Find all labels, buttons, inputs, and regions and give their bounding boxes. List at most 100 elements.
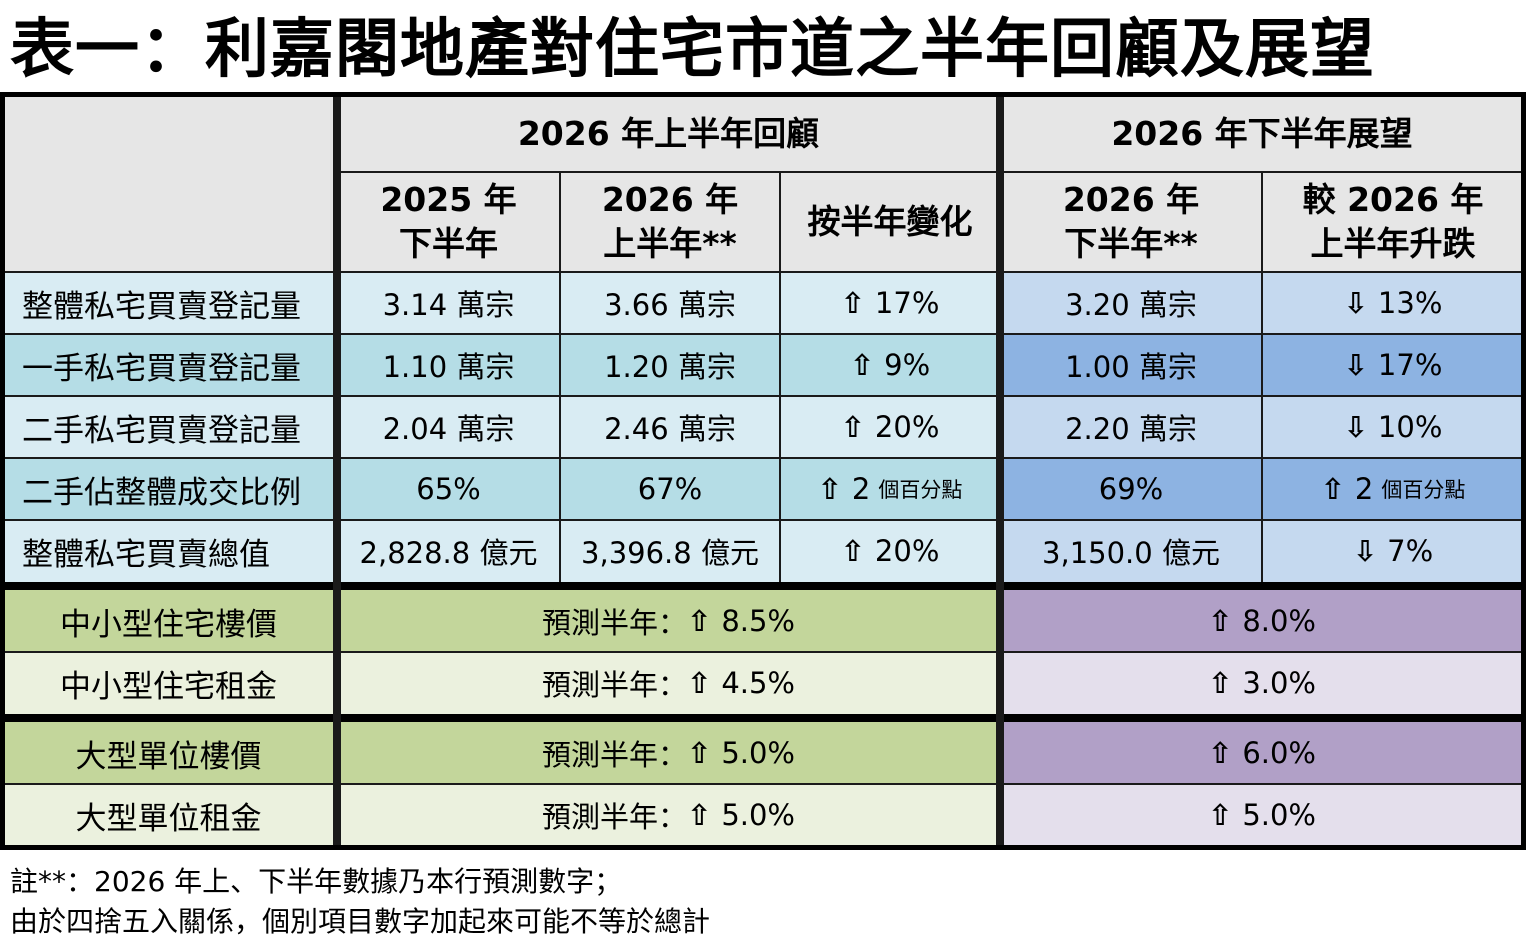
cell-change: ⇧ 2 個百分點 (780, 458, 1000, 520)
forecast-half-year: 預測半年： ⇧ 5.0% (337, 722, 1000, 784)
column-header-h1-2026: 2026 年上半年** (560, 172, 780, 272)
cell-h2-2026-text: 1.00 萬宗 (1065, 350, 1197, 384)
cell-vs-unit: 個百分點 (1381, 478, 1466, 502)
forecast-row-background-left (0, 652, 1000, 714)
forecast-prefix: 預測半年： (541, 738, 687, 772)
header-background (0, 96, 1526, 272)
cell-h1-2026-text: 67% (637, 472, 703, 506)
row-background-left (0, 520, 1000, 582)
column-header-h2-2025-line2: 下半年 (399, 224, 498, 263)
cell-h2-2026: 1.00 萬宗 (1000, 334, 1262, 396)
cell-vs-h1: ⇩ 10% (1262, 396, 1524, 458)
column-header-h2-2026-line2: 下半年** (1064, 224, 1198, 263)
down-arrow-icon: ⇩ (1352, 534, 1378, 568)
cell-h1-2026-text: 3.66 萬宗 (604, 288, 736, 322)
up-arrow-icon: ⇧ (817, 472, 842, 506)
cell-h2-2025: 1.10 萬宗 (337, 334, 560, 396)
forecast-row-background-left (0, 590, 1000, 652)
cell-h1-2026-text: 2.46 萬宗 (604, 412, 736, 446)
cell-change: ⇧ 20% (780, 520, 1000, 582)
forecast-row-label-text: 大型單位樓價 (75, 738, 262, 775)
row-label-text: 一手私宅買賣登記量 (22, 350, 301, 387)
cell-h2-2025-text: 3.14 萬宗 (382, 288, 515, 322)
outlook-value: 3.0% (1242, 666, 1316, 700)
cell-h2-2026: 69% (1000, 458, 1262, 520)
grid-line-vertical (779, 172, 781, 582)
column-header-h2-2026: 2026 年下半年** (1000, 172, 1262, 272)
cell-vs-value: 17% (1377, 348, 1443, 382)
grid-line-horizontal (0, 651, 1526, 653)
page-title: 表一：利嘉閣地產對住宅市道之半年回顧及展望 (10, 13, 1375, 87)
row-background-right (1000, 458, 1526, 520)
forecast-half-year: 預測半年： ⇧ 5.0% (337, 784, 1000, 846)
row-background-right (1000, 272, 1526, 334)
grid-line-horizontal (0, 519, 1526, 521)
cell-h1-2026: 3.66 萬宗 (560, 272, 780, 334)
grid-line-vertical (333, 96, 341, 846)
up-arrow-icon: ⇧ (1208, 666, 1233, 700)
down-arrow-icon: ⇩ (1343, 286, 1368, 320)
row-label-text: 二手私宅買賣登記量 (22, 412, 301, 449)
outlook-value: 8.0% (1242, 604, 1316, 638)
forecast-half-year: 預測半年： ⇧ 4.5% (337, 652, 1000, 714)
forecast-row-label: 中小型住宅租金 (0, 652, 337, 714)
forecast-row-background-right (1000, 722, 1526, 784)
row-background-left (0, 272, 1000, 334)
cell-h2-2025-text: 65% (416, 472, 481, 506)
grid-line-horizontal (0, 333, 1526, 335)
cell-vs-h1: ⇩ 7% (1262, 520, 1524, 582)
row-label-text: 整體私宅買賣登記量 (22, 288, 301, 325)
cell-h2-2025-text: 2,828.8 億元 (359, 536, 538, 570)
forecast-value: 8.5% (721, 604, 795, 638)
forecast-row-background-left (0, 784, 1000, 846)
column-header-vs-h1-line1: 較 2026 年 (1302, 180, 1484, 219)
column-header-h1-2026-line2: 上半年** (603, 224, 737, 263)
grid-line-horizontal (0, 783, 1526, 785)
row-background-right (1000, 520, 1526, 582)
forecast-value: 4.5% (721, 666, 795, 700)
group-header-outlook: 2026 年下半年展望 (1000, 96, 1524, 172)
row-label: 整體私宅買賣總值 (0, 520, 337, 582)
cell-change-value: 2 (851, 472, 871, 506)
cell-h2-2026: 2.20 萬宗 (1000, 396, 1262, 458)
forecast-row-background-right (1000, 784, 1526, 846)
cell-change-value: 9% (884, 348, 931, 382)
cell-vs-value: 10% (1377, 410, 1443, 444)
forecast-row-label: 大型單位租金 (0, 784, 337, 846)
row-background-left (0, 396, 1000, 458)
column-header-h2-2026-line1: 2026 年 (1062, 180, 1200, 219)
cell-h1-2026: 1.20 萬宗 (560, 334, 780, 396)
column-header-vs-h1-wrap: 較 2026 年上半年升跌 (1303, 178, 1484, 266)
cell-change-value: 17% (874, 286, 940, 320)
outlook-half-year: ⇧ 6.0% (1000, 722, 1524, 784)
cell-h2-2026: 3.20 萬宗 (1000, 272, 1262, 334)
cell-vs-h1: ⇩ 13% (1262, 272, 1524, 334)
outlook-half-year: ⇧ 3.0% (1000, 652, 1524, 714)
forecast-row-label-text: 中小型住宅租金 (60, 668, 277, 705)
cell-h2-2025: 65% (337, 458, 560, 520)
forecast-row-label-text: 中小型住宅樓價 (60, 606, 277, 643)
forecast-row-label: 中小型住宅樓價 (0, 590, 337, 652)
cell-change: ⇧ 20% (780, 396, 1000, 458)
cell-h2-2026-text: 3.20 萬宗 (1065, 288, 1197, 322)
grid-line-vertical (1261, 172, 1263, 582)
row-label: 二手私宅買賣登記量 (0, 396, 337, 458)
cell-h2-2026-text: 2.20 萬宗 (1065, 412, 1197, 446)
cell-h2-2026: 3,150.0 億元 (1000, 520, 1262, 582)
row-background-left (0, 334, 1000, 396)
cell-vs-h1: ⇩ 17% (1262, 334, 1524, 396)
cell-h1-2026-text: 1.20 萬宗 (604, 350, 736, 384)
cell-vs-value: 13% (1377, 286, 1443, 320)
table-border (0, 92, 1526, 850)
group-header-outlook-text: 2026 年下半年展望 (1111, 114, 1413, 153)
down-arrow-icon: ⇩ (1343, 348, 1368, 382)
forecast-row-label-text: 大型單位租金 (75, 800, 262, 837)
forecast-value: 5.0% (721, 736, 795, 770)
cell-h2-2026-text: 3,150.0 億元 (1042, 536, 1220, 570)
forecast-value: 5.0% (721, 798, 795, 832)
column-header-h1-2026-line1: 2026 年 (601, 180, 739, 219)
cell-h2-2025-text: 1.10 萬宗 (382, 350, 515, 384)
column-header-h2-2026-wrap: 2026 年下半年** (1063, 178, 1199, 266)
up-arrow-icon: ⇧ (687, 666, 712, 700)
row-label: 一手私宅買賣登記量 (0, 334, 337, 396)
